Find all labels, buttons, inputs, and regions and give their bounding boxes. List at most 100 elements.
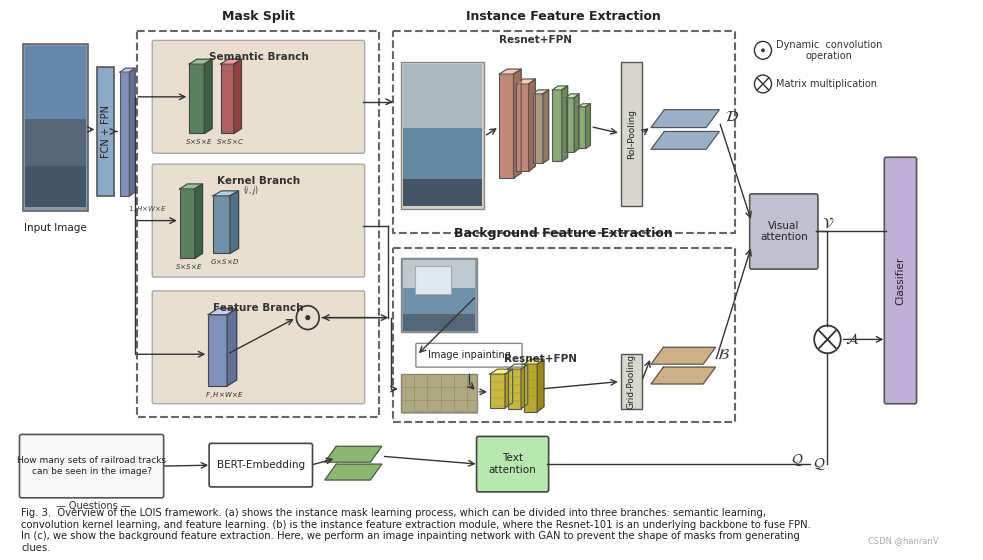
Text: Resnet+FPN: Resnet+FPN — [498, 35, 572, 45]
Text: $\mathcal{B}$: $\mathcal{B}$ — [718, 347, 730, 362]
Polygon shape — [516, 79, 536, 84]
FancyBboxPatch shape — [516, 84, 529, 171]
Polygon shape — [651, 347, 716, 364]
Text: Kernel Branch: Kernel Branch — [217, 176, 300, 186]
Polygon shape — [220, 59, 242, 64]
Text: $F,H\!\times\!W\!\times\!E$: $F,H\!\times\!W\!\times\!E$ — [204, 390, 244, 400]
Polygon shape — [529, 79, 536, 171]
Polygon shape — [578, 104, 591, 107]
FancyBboxPatch shape — [24, 44, 87, 211]
FancyBboxPatch shape — [152, 291, 365, 404]
FancyBboxPatch shape — [26, 166, 86, 207]
FancyBboxPatch shape — [403, 314, 475, 331]
FancyBboxPatch shape — [401, 258, 477, 333]
FancyBboxPatch shape — [620, 62, 642, 206]
FancyBboxPatch shape — [120, 72, 130, 196]
Polygon shape — [189, 59, 212, 64]
FancyBboxPatch shape — [565, 98, 574, 152]
Text: Grid-Pooling: Grid-Pooling — [626, 354, 636, 409]
FancyBboxPatch shape — [416, 343, 522, 367]
Polygon shape — [490, 369, 512, 374]
Text: Dynamic  convolution
operation: Dynamic convolution operation — [777, 40, 883, 61]
Polygon shape — [524, 359, 544, 364]
FancyBboxPatch shape — [533, 94, 543, 163]
Polygon shape — [324, 446, 381, 462]
Text: Matrix multiplication: Matrix multiplication — [777, 79, 877, 89]
Polygon shape — [213, 191, 239, 196]
FancyBboxPatch shape — [403, 288, 475, 314]
Text: $(i,j)$: $(i,j)$ — [243, 184, 259, 197]
FancyBboxPatch shape — [403, 64, 483, 130]
Text: BERT-Embedding: BERT-Embedding — [217, 460, 305, 470]
Text: — Questions —: — Questions — — [56, 501, 131, 511]
FancyBboxPatch shape — [524, 364, 538, 412]
Polygon shape — [227, 309, 237, 386]
Polygon shape — [208, 309, 237, 315]
Text: Image inpainting: Image inpainting — [428, 350, 510, 360]
Polygon shape — [499, 69, 521, 74]
Polygon shape — [538, 359, 544, 412]
FancyBboxPatch shape — [620, 354, 642, 409]
Text: Resnet+FPN: Resnet+FPN — [503, 354, 577, 364]
Polygon shape — [204, 59, 212, 133]
Text: $\mathcal{A}$: $\mathcal{A}$ — [844, 332, 859, 347]
Text: convolution kernel learning, and feature learning. (b) is the instance feature e: convolution kernel learning, and feature… — [22, 520, 811, 530]
FancyBboxPatch shape — [499, 74, 513, 178]
Polygon shape — [521, 364, 528, 409]
Polygon shape — [651, 367, 716, 384]
FancyBboxPatch shape — [885, 157, 916, 404]
Polygon shape — [574, 94, 579, 152]
Polygon shape — [562, 86, 567, 161]
FancyBboxPatch shape — [152, 40, 365, 153]
Text: CSDN @hanranV: CSDN @hanranV — [868, 536, 939, 545]
Text: Text
attention: Text attention — [489, 454, 537, 475]
Polygon shape — [230, 191, 239, 253]
Text: clues.: clues. — [22, 543, 51, 553]
FancyBboxPatch shape — [189, 64, 204, 133]
Text: $S\!\times\!S\!\times\!E$: $S\!\times\!S\!\times\!E$ — [175, 262, 203, 271]
Text: $\mathcal{V}$: $\mathcal{V}$ — [822, 216, 835, 230]
Circle shape — [306, 315, 311, 320]
FancyBboxPatch shape — [750, 194, 818, 269]
Polygon shape — [586, 104, 591, 148]
Text: In (c), we show the background feature extraction. Here, we perform an image inp: In (c), we show the background feature e… — [22, 531, 800, 542]
FancyBboxPatch shape — [209, 444, 313, 487]
FancyBboxPatch shape — [552, 90, 562, 161]
Polygon shape — [651, 132, 720, 150]
Polygon shape — [513, 69, 521, 178]
Polygon shape — [324, 464, 381, 480]
Text: Input Image: Input Image — [25, 222, 87, 232]
Polygon shape — [195, 184, 202, 258]
Text: Feature Branch: Feature Branch — [213, 303, 304, 313]
FancyBboxPatch shape — [180, 189, 195, 258]
Text: Visual
attention: Visual attention — [760, 221, 808, 242]
FancyBboxPatch shape — [403, 260, 475, 290]
Polygon shape — [533, 90, 549, 94]
Polygon shape — [180, 184, 202, 189]
FancyBboxPatch shape — [213, 196, 230, 253]
Text: Classifier: Classifier — [896, 256, 905, 305]
Text: Mask Split: Mask Split — [221, 10, 295, 22]
FancyBboxPatch shape — [403, 179, 483, 206]
Text: $G\!\times\!S\!\times\!D$: $G\!\times\!S\!\times\!D$ — [209, 257, 239, 266]
Polygon shape — [234, 59, 242, 133]
Text: Background Feature Extraction: Background Feature Extraction — [454, 227, 673, 240]
FancyBboxPatch shape — [208, 315, 227, 386]
Text: Instance Feature Extraction: Instance Feature Extraction — [466, 10, 662, 22]
FancyBboxPatch shape — [415, 266, 451, 294]
FancyBboxPatch shape — [26, 119, 86, 166]
Text: Fig. 3.  Overview of the LOIS framework. (a) shows the instance mask learning pr: Fig. 3. Overview of the LOIS framework. … — [22, 508, 767, 517]
Text: $\mathcal{D}$: $\mathcal{D}$ — [725, 109, 739, 124]
FancyBboxPatch shape — [26, 46, 86, 121]
Text: How many sets of railroad tracks
can be seen in the image?: How many sets of railroad tracks can be … — [17, 456, 166, 476]
FancyBboxPatch shape — [220, 64, 234, 133]
FancyBboxPatch shape — [403, 128, 483, 179]
Text: $S\!\times\!S\!\times\!C$: $S\!\times\!S\!\times\!C$ — [216, 137, 244, 146]
Polygon shape — [651, 110, 720, 128]
FancyBboxPatch shape — [401, 62, 485, 209]
FancyBboxPatch shape — [490, 374, 505, 408]
Text: Semantic Branch: Semantic Branch — [208, 52, 309, 62]
Polygon shape — [120, 68, 136, 72]
FancyBboxPatch shape — [401, 374, 477, 412]
Text: $\mathcal{Q}$: $\mathcal{Q}$ — [791, 452, 804, 468]
